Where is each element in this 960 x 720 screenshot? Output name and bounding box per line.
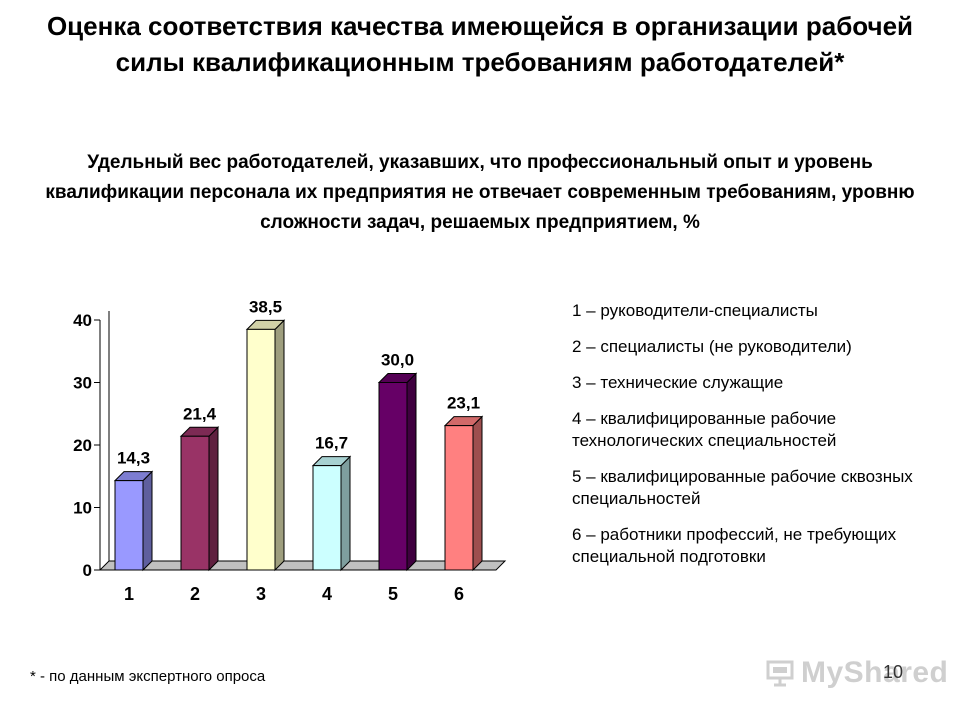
bar-side bbox=[406, 372, 417, 572]
chart-subtitle: Удельный вес работодателей, указавших, ч… bbox=[45, 152, 915, 233]
presentation-icon bbox=[766, 660, 794, 687]
bar-side bbox=[142, 470, 153, 572]
legend-item-2: 2 – специалисты (не руководители) bbox=[572, 337, 852, 356]
bar-side bbox=[340, 455, 351, 572]
x-tick-label: 4 bbox=[322, 584, 332, 604]
bar bbox=[378, 382, 408, 571]
bar-side bbox=[208, 426, 219, 572]
bar-chart: 0 10 20 30 40 14,3 1 21,4 2 38,5 3 16,7 4 30,0 5 23,1 6 bbox=[73, 297, 507, 604]
watermark-text: MyShared bbox=[801, 656, 949, 689]
legend-item-6: 6 – работники профессий, не требующих сп… bbox=[572, 525, 897, 566]
x-tick-label: 1 bbox=[124, 584, 134, 604]
y-tick-label: 20 bbox=[73, 436, 92, 455]
legend-item-4: 4 – квалифицированные рабочие технологич… bbox=[572, 409, 837, 450]
data-label: 23,1 bbox=[447, 394, 480, 413]
watermark-logo: MyShared bbox=[765, 656, 948, 690]
data-label: 14,3 bbox=[117, 449, 150, 468]
chart-legend: 1 – руководители-специалисты 2 – специал… bbox=[572, 300, 952, 582]
y-tick-label: 30 bbox=[73, 374, 92, 393]
bar bbox=[312, 465, 342, 571]
bar-side bbox=[274, 319, 285, 572]
data-label: 16,7 bbox=[315, 434, 348, 453]
legend-item-3: 3 – технические служащие bbox=[572, 373, 784, 392]
bar bbox=[444, 425, 474, 571]
slide-title: Оценка соответствия качества имеющейся в… bbox=[46, 11, 914, 77]
data-label: 21,4 bbox=[183, 404, 217, 423]
x-tick-label: 6 bbox=[454, 584, 464, 604]
bar-side bbox=[472, 415, 483, 572]
legend-item-1: 1 – руководители-специалисты bbox=[572, 301, 818, 320]
x-tick-label: 5 bbox=[388, 584, 398, 604]
x-tick-label: 2 bbox=[190, 584, 200, 604]
data-label: 30,0 bbox=[381, 351, 414, 370]
footnote: * - по данным экспертного опроса bbox=[30, 668, 266, 685]
chart-floor bbox=[98, 560, 507, 571]
bar bbox=[114, 480, 144, 571]
bar bbox=[180, 435, 210, 571]
page-number: 10 bbox=[883, 662, 904, 682]
bar bbox=[246, 328, 276, 571]
legend-item-5: 5 – квалифицированные рабочие сквозных с… bbox=[572, 467, 913, 508]
y-tick-label: 0 bbox=[83, 561, 92, 580]
x-tick-label: 3 bbox=[256, 584, 266, 604]
y-tick-label: 40 bbox=[73, 311, 92, 330]
data-label: 38,5 bbox=[249, 297, 282, 316]
y-tick-label: 10 bbox=[73, 499, 92, 518]
